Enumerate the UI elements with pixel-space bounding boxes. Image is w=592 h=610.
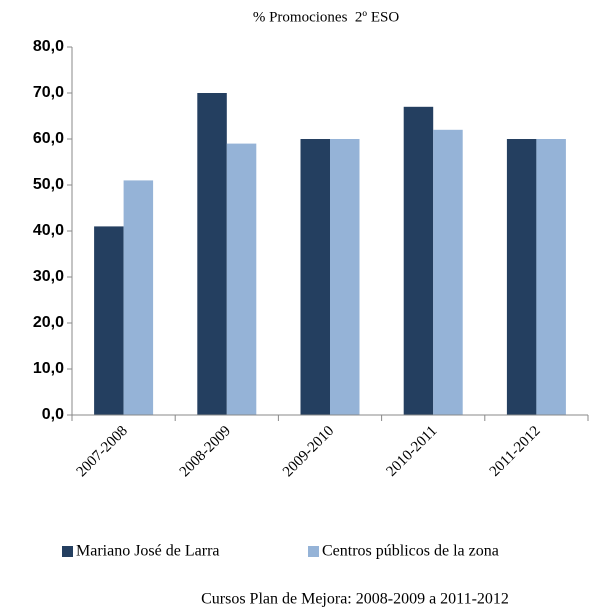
x-tick-label: 2007-2008: [74, 423, 131, 480]
y-tick-label: 30,0: [33, 268, 64, 285]
bar: [330, 139, 360, 415]
chart-title: % Promociones 2º ESO: [253, 9, 399, 25]
legend-swatch: [308, 546, 319, 557]
y-tick-label: 0,0: [42, 406, 64, 423]
bar: [300, 139, 330, 415]
bar: [536, 139, 566, 415]
y-tick-label: 80,0: [33, 38, 64, 55]
y-tick-label: 20,0: [33, 314, 64, 331]
y-tick-label: 70,0: [33, 84, 64, 101]
x-axis-label: Cursos Plan de Mejora: 2008-2009 a 2011-…: [201, 591, 509, 608]
legend-swatch: [62, 546, 73, 557]
bar: [123, 180, 154, 415]
legend-label: Centros públicos de la zona: [322, 543, 499, 560]
y-tick-label: 10,0: [33, 360, 64, 377]
bar: [433, 129, 463, 416]
y-tick-label: 50,0: [33, 176, 64, 193]
bar: [403, 106, 434, 416]
bar: [94, 226, 124, 415]
legend-label: Mariano José de Larra: [76, 543, 220, 560]
bar: [226, 143, 257, 415]
x-tick-label: 2008-2009: [177, 423, 234, 480]
bar: [506, 139, 537, 415]
x-tick-label: 2010-2011: [384, 423, 441, 480]
x-tick-label: 2011-2012: [487, 423, 544, 480]
y-tick-label: 40,0: [33, 222, 64, 239]
x-tick-label: 2009-2010: [280, 423, 337, 480]
bar: [197, 93, 227, 415]
y-tick-label: 60,0: [33, 130, 64, 147]
